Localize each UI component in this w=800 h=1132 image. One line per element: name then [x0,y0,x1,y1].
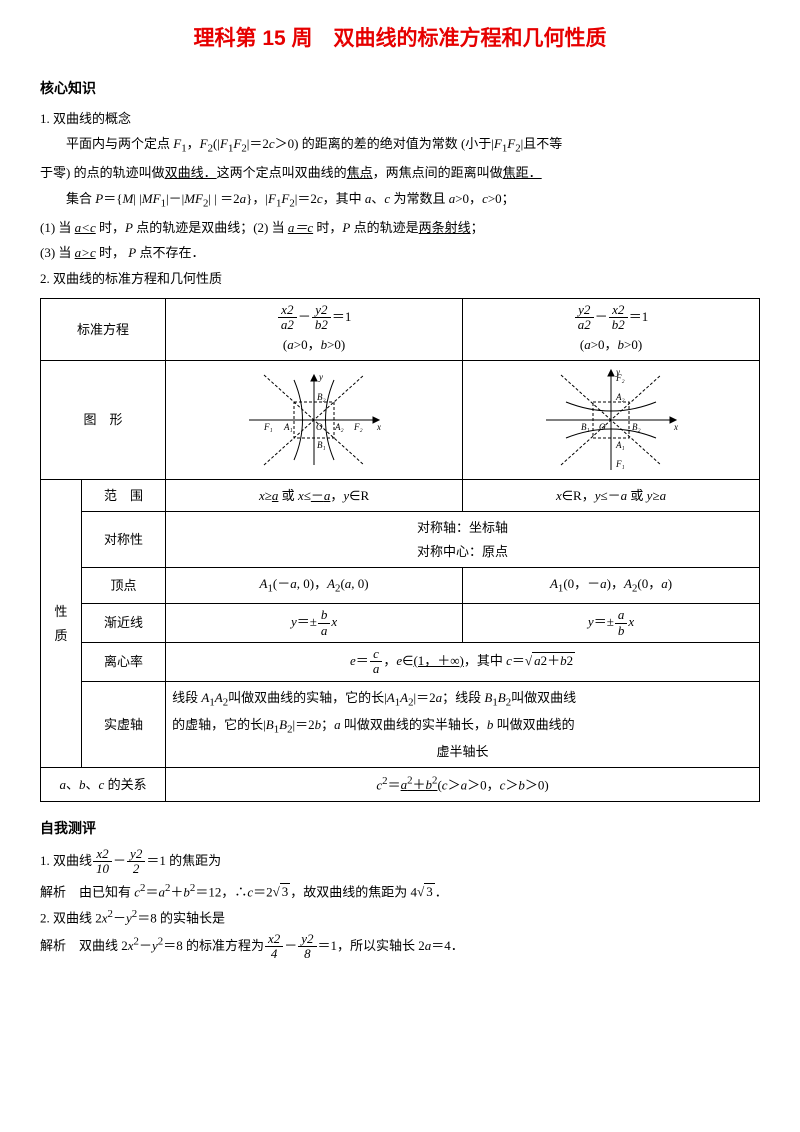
question-2: 2. 双曲线 2x2－y2＝8 的实轴长是 [40,905,760,930]
concept-p2: 于零) 的点的轨迹叫做双曲线．这两个定点叫双曲线的焦点，两焦点间的距离叫做焦距． [40,161,760,184]
range-v: x∈R，y≤－a 或 y≥a [463,480,760,512]
std-heading: 2. 双曲线的标准方程和几何性质 [40,267,760,290]
section-self-test: 自我测评 [40,816,760,841]
section-core-knowledge: 核心知识 [40,76,760,101]
concept-p1: 平面内与两个定点 F1，F2(|F1F2|＝2c＞0) 的距离的差的绝对值为常数… [40,132,760,159]
answer-2: 解析 双曲线 2x2－y2＝8 的标准方程为x24－y28＝1，所以实轴长 2a… [40,932,760,962]
eccentricity-cell: e＝ca，e∈(1，＋∞)，其中 c＝a2＋b2 [166,642,760,681]
row-axis-label: 实虚轴 [82,681,166,768]
graph-horizontal: x y F₁ A₁ O A₂ F₂ B₂ B₁ [166,361,463,480]
range-h: x≥a 或 x≤－a，y∈R [166,480,463,512]
svg-text:F₁: F₁ [263,422,273,432]
row-vertex-label: 顶点 [82,568,166,604]
svg-text:O: O [599,422,606,432]
relation-cell: c2＝a2＋b2(c＞a＞0，c＞b＞0) [166,768,760,802]
svg-text:B₂: B₂ [632,422,641,432]
svg-text:F₁: F₁ [615,459,625,469]
svg-text:x: x [673,422,678,432]
answer-1: 解析 由已知有 c2＝a2＋b2＝12，∴c＝23，故双曲线的焦距为 43． [40,879,760,904]
properties-table: 标准方程 x2a2－y2b2＝1 (a>0，b>0) y2a2－x2b2＝1 (… [40,298,760,802]
concept-p3: 集合 P＝{M| |MF1|－|MF2| | ＝2a}，|F1F2|＝2c，其中… [40,187,760,214]
row-asymptote-label: 渐近线 [82,604,166,643]
row-relation-label: a、b、c 的关系 [41,768,166,802]
svg-text:F₂: F₂ [615,373,625,383]
properties-group: 性质 [41,480,82,768]
vertex-h: A1(－a, 0)，A2(a, 0) [166,568,463,604]
asymptote-h: y＝±bax [166,604,463,643]
svg-text:x: x [376,422,381,432]
svg-text:B₂: B₂ [317,392,326,402]
page-title: 理科第 15 周 双曲线的标准方程和几何性质 [40,20,760,58]
svg-text:A₁: A₁ [615,440,625,450]
svg-text:B₁: B₁ [317,440,326,450]
svg-text:B₁: B₁ [581,422,590,432]
svg-text:y: y [318,372,323,382]
svg-text:A₁: A₁ [283,422,293,432]
svg-text:F₂: F₂ [353,422,363,432]
svg-text:A₂: A₂ [615,392,625,402]
svg-text:A₂: A₂ [334,422,344,432]
row-eccentricity-label: 离心率 [82,642,166,681]
eqn-horizontal: x2a2－y2b2＝1 (a>0，b>0) [166,299,463,361]
asymptote-v: y＝±abx [463,604,760,643]
row-symmetry-label: 对称性 [82,512,166,568]
question-1: 1. 双曲线x210－y22＝1 的焦距为 [40,847,760,877]
concept-p5: (3) 当 a>c 时， P 点不存在． [40,241,760,264]
vertex-v: A1(0，－a)，A2(0，a) [463,568,760,604]
graph-vertical: xy F₂A₂ O B₁B₂ A₁F₁ [463,361,760,480]
concept-heading: 1. 双曲线的概念 [40,107,760,130]
axis-cell: 线段 A1A2叫做双曲线的实轴，它的长|A1A2|＝2a；线段 B1B2叫做双曲… [166,681,760,768]
row-range-label: 范 围 [82,480,166,512]
symmetry-cell: 对称轴：坐标轴对称中心：原点 [166,512,760,568]
concept-p4: (1) 当 a<c 时，P 点的轨迹是双曲线；(2) 当 a＝c 时，P 点的轨… [40,216,760,239]
svg-text:O: O [316,422,323,432]
row-std-eqn-label: 标准方程 [41,299,166,361]
row-graph-label: 图 形 [41,361,166,480]
eqn-vertical: y2a2－x2b2＝1 (a>0，b>0) [463,299,760,361]
